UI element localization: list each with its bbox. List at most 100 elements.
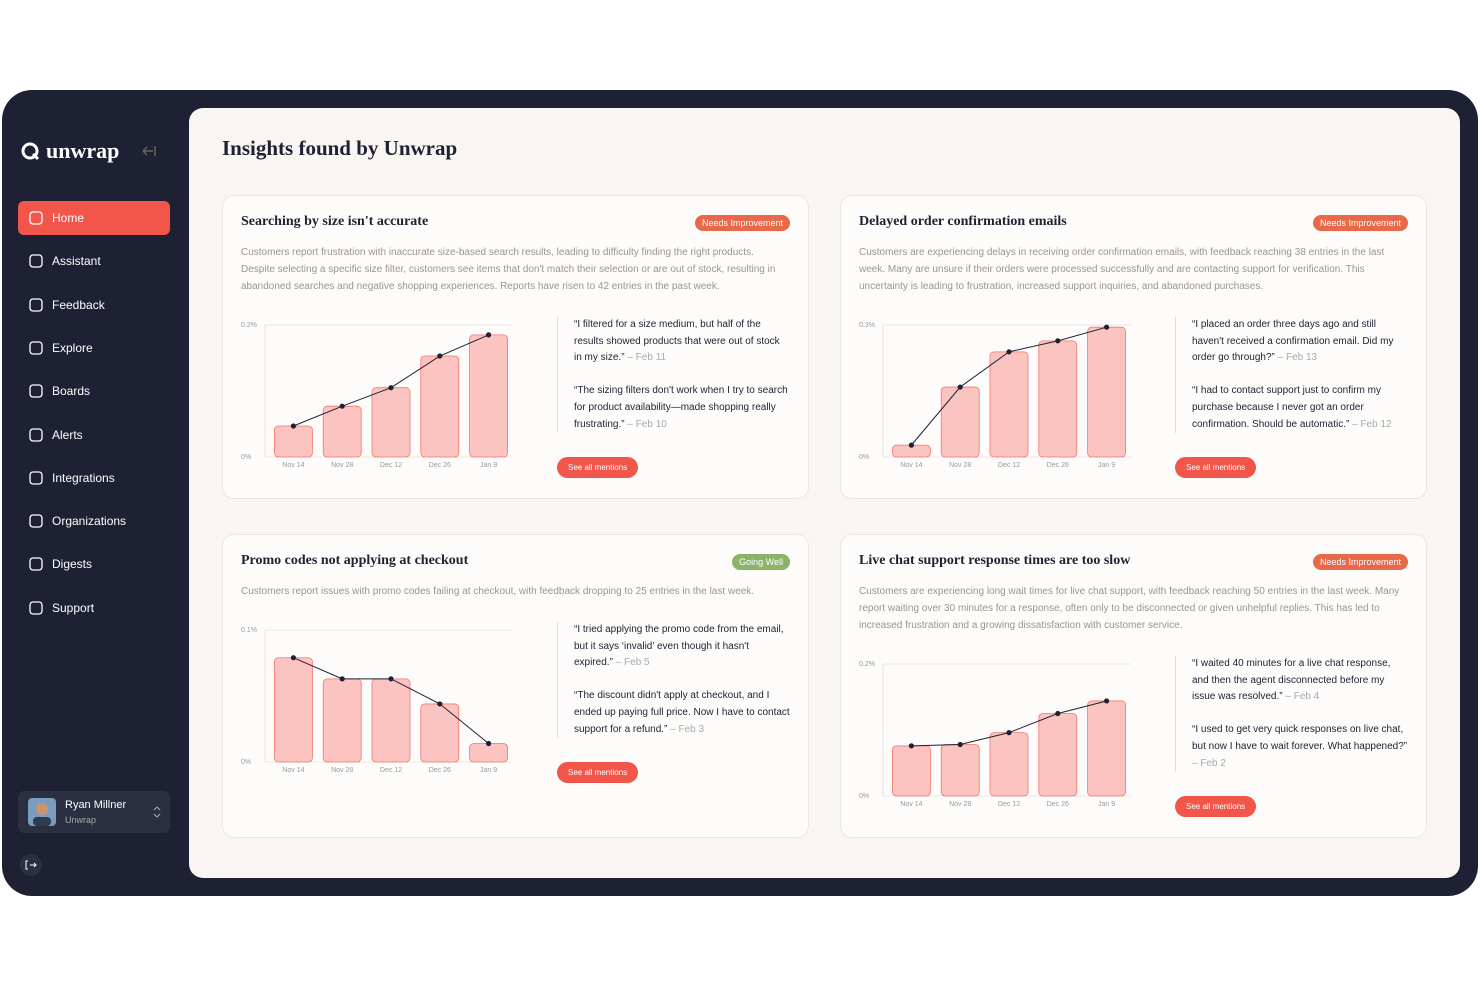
- insight-card: Promo codes not applying at checkout Goin…: [222, 534, 809, 838]
- trend-point: [290, 423, 296, 429]
- nav-item[interactable]: Support: [18, 591, 170, 625]
- trend-point: [957, 384, 963, 390]
- quote-text: “I filtered for a size medium, but half …: [574, 319, 780, 364]
- status-badge: Going Well: [732, 554, 790, 570]
- collapse-icon[interactable]: [139, 143, 159, 159]
- quote-date: – Feb 13: [1277, 352, 1318, 364]
- quote: “I tried applying the promo code from th…: [574, 622, 790, 672]
- bar: [892, 745, 931, 797]
- trend-point: [1006, 349, 1012, 355]
- quote: “I waited 40 minutes for a live chat res…: [1192, 656, 1408, 706]
- x-tick-label: Jan 9: [1098, 801, 1115, 808]
- card-description: Customers are experiencing long wait tim…: [859, 586, 1400, 631]
- trend-chart: 0% 0.3% Nov 14 Nov 28 Dec 12 Dec 26 Jan 9: [859, 322, 1131, 469]
- trend-point: [290, 655, 296, 661]
- trend-point: [1006, 730, 1012, 736]
- bar: [469, 743, 509, 763]
- trend-point: [388, 676, 394, 682]
- logo-icon: [21, 142, 40, 161]
- bar: [420, 703, 460, 763]
- quote-list: “I tried applying the promo code from th…: [557, 622, 790, 739]
- x-tick-label: Nov 28: [331, 767, 353, 774]
- main-panel: Insights found by Unwrap Searching by si…: [189, 108, 1460, 878]
- see-all-button[interactable]: See all mentions: [1175, 457, 1257, 479]
- card-body: 0% 0.3% Nov 14 Nov 28 Dec 12 Dec 26 Jan 9 “I pl…: [859, 317, 1408, 479]
- insight-card: Live chat support response times are too…: [840, 534, 1427, 838]
- quote-date: – Feb 12: [1352, 418, 1392, 430]
- nav-item[interactable]: Home: [18, 201, 170, 235]
- nav-item[interactable]: Feedback: [18, 288, 170, 322]
- logout-icon[interactable]: [20, 854, 42, 876]
- icon-shape: [29, 557, 43, 572]
- nav-icon: [29, 514, 43, 528]
- user-box[interactable]: Ryan Millner Unwrap: [18, 791, 170, 833]
- card-body: 0% 0.2% Nov 14 Nov 28 Dec 12 Dec 26 Jan 9 “I fi…: [241, 317, 790, 479]
- trend-point: [437, 353, 443, 359]
- see-all-button[interactable]: See all mentions: [557, 457, 639, 479]
- nav-label: Assistant: [52, 254, 101, 269]
- bar: [989, 351, 1029, 458]
- nav-item[interactable]: Alerts: [18, 418, 170, 452]
- icon-shape: [29, 601, 43, 615]
- icon-shape: [29, 471, 43, 485]
- bar: [371, 678, 411, 763]
- status-badge: Needs Improvement: [694, 215, 790, 231]
- trend-point: [957, 741, 963, 748]
- quotes: “I placed an order three days ago and st…: [1175, 317, 1408, 479]
- x-tick-label: Dec 12: [380, 462, 402, 469]
- icon-shape: [29, 427, 43, 442]
- nav-label: Explore: [52, 340, 93, 355]
- nav-icon: [29, 297, 43, 312]
- nav-icon: [29, 557, 43, 572]
- quote: “The sizing filters don't work when I tr…: [574, 383, 790, 433]
- logo: unwrap: [20, 138, 159, 164]
- nav-item[interactable]: Integrations: [18, 461, 170, 495]
- icon-shape: [29, 384, 43, 398]
- bar: [420, 355, 460, 458]
- nav-item[interactable]: Boards: [18, 374, 170, 408]
- bar: [1087, 326, 1127, 458]
- x-tick-label: Dec 26: [1047, 462, 1069, 469]
- nav-item[interactable]: Assistant: [18, 244, 170, 278]
- y-tick-label: 0%: [241, 454, 251, 461]
- nav-item[interactable]: Explore: [18, 331, 170, 365]
- quote-text: “The discount didn't apply at checkout, …: [574, 690, 790, 735]
- user-name: Ryan Millner: [65, 799, 127, 811]
- x-tick-label: Nov 14: [282, 767, 304, 774]
- insight-card: Searching by size isn't accurate Needs Im…: [222, 195, 809, 499]
- y-tick-label: 0.2%: [859, 661, 875, 668]
- nav-icon: [29, 341, 43, 355]
- quote: “I placed an order three days ago and st…: [1192, 317, 1408, 367]
- see-all-button[interactable]: See all mentions: [1175, 796, 1257, 818]
- card-description: Customers report frustration with inaccu…: [241, 247, 776, 292]
- nav-label: Feedback: [52, 297, 105, 312]
- y-tick-label: 0.2%: [241, 322, 257, 329]
- x-tick-label: Dec 12: [998, 801, 1020, 808]
- quote: “The discount didn't apply at checkout, …: [574, 688, 790, 738]
- bar: [940, 744, 980, 797]
- nav-item[interactable]: Organizations: [18, 504, 170, 538]
- nav-label: Boards: [52, 384, 91, 399]
- sidebar: unwrap Home Assistant Feedback Explore Board…: [2, 90, 189, 896]
- card-description: Customers are experiencing delays in rec…: [859, 247, 1385, 292]
- bar: [1038, 713, 1078, 797]
- bar: [940, 386, 980, 458]
- see-all-button[interactable]: See all mentions: [557, 762, 639, 784]
- nav-icon: [29, 427, 43, 442]
- icon-shape: [29, 341, 43, 355]
- nav-label: Support: [52, 600, 95, 615]
- bar: [322, 405, 362, 458]
- quote: “I had to contact support just to confir…: [1192, 383, 1408, 433]
- nav-icon: [29, 254, 43, 268]
- x-tick-label: Nov 28: [331, 462, 353, 469]
- trend-point: [1055, 710, 1061, 717]
- card-title: Promo codes not applying at checkout: [241, 553, 469, 568]
- y-tick-label: 0%: [859, 454, 869, 461]
- nav-icon: [29, 471, 43, 485]
- card-description: Customers report issues with promo codes…: [241, 586, 755, 597]
- nav-item[interactable]: Digests: [18, 547, 170, 581]
- y-tick-label: 0%: [859, 793, 869, 800]
- nav-label: Integrations: [52, 470, 115, 485]
- trend-point: [339, 403, 345, 409]
